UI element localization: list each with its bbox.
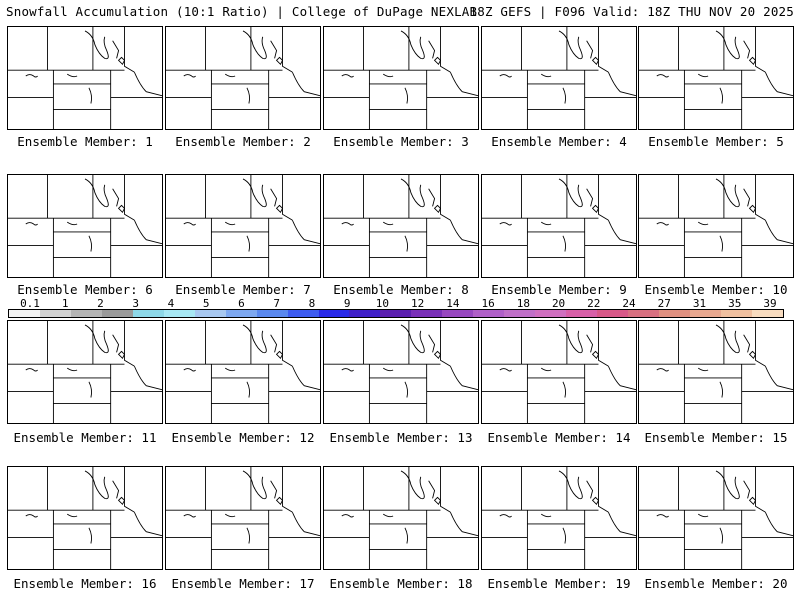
ensemble-member-label: Ensemble Member: 18: [329, 576, 473, 591]
ensemble-member-label: Ensemble Member: 11: [13, 430, 157, 445]
colorbar-swatch: [318, 310, 350, 317]
ensemble-map-8: [323, 174, 479, 278]
ensemble-member-label: Ensemble Member: 2: [175, 134, 311, 149]
ensemble-map-15: [638, 320, 794, 424]
colorbar-swatch: [225, 310, 257, 317]
ensemble-map-18: [323, 466, 479, 570]
colorbar-swatch: [194, 310, 226, 317]
colorbar-tick-label: 24: [622, 297, 636, 310]
colorbar-tick-label: 9: [343, 297, 351, 310]
map-title: Snowfall Accumulation (10:1 Ratio) | Col…: [6, 4, 478, 19]
colorbar-tick-label: 1: [61, 297, 69, 310]
ensemble-map-9: [481, 174, 637, 278]
colorbar-swatch: [473, 310, 505, 317]
ensemble-member-label: Ensemble Member: 13: [329, 430, 473, 445]
ensemble-member-label: Ensemble Member: 14: [487, 430, 631, 445]
snowfall-colorbar: [8, 309, 784, 318]
colorbar-tick-label: 8: [308, 297, 316, 310]
ensemble-map-19: [481, 466, 637, 570]
colorbar-swatch: [442, 310, 474, 317]
ensemble-map-12: [165, 320, 321, 424]
ensemble-member-label: Ensemble Member: 16: [13, 576, 157, 591]
ensemble-map-6: [7, 174, 163, 278]
colorbar-swatch: [751, 310, 783, 317]
colorbar-tick-label: 18: [516, 297, 530, 310]
ensemble-member-label: Ensemble Member: 10: [644, 282, 788, 297]
ensemble-map-2: [165, 26, 321, 130]
colorbar-swatch: [380, 310, 412, 317]
colorbar-swatch: [256, 310, 288, 317]
ensemble-map-10: [638, 174, 794, 278]
colorbar-swatch: [9, 310, 40, 317]
colorbar-tick-label: 6: [238, 297, 245, 310]
ensemble-map-5: [638, 26, 794, 130]
ensemble-map-3: [323, 26, 479, 130]
colorbar-swatch: [689, 310, 721, 317]
colorbar-tick-label: 35: [728, 297, 742, 310]
ensemble-member-label: Ensemble Member: 20: [644, 576, 788, 591]
colorbar-tick-label: 39: [763, 297, 777, 310]
ensemble-map-1: [7, 26, 163, 130]
ensemble-map-7: [165, 174, 321, 278]
colorbar-tick-label: 14: [446, 297, 460, 310]
colorbar-swatch: [566, 310, 598, 317]
colorbar-tick-label: 31: [692, 297, 707, 310]
colorbar-swatch: [287, 310, 319, 317]
colorbar-swatch: [70, 310, 102, 317]
ensemble-member-label: Ensemble Member: 9: [491, 282, 627, 297]
colorbar-tick-label: 10: [375, 297, 389, 310]
ensemble-member-label: Ensemble Member: 17: [171, 576, 315, 591]
colorbar-swatch: [39, 310, 71, 317]
colorbar-tick-label: 0.1: [20, 297, 40, 310]
ensemble-member-label: Ensemble Member: 6: [17, 282, 153, 297]
ensemble-member-label: Ensemble Member: 7: [175, 282, 311, 297]
colorbar-tick-label: 4: [167, 297, 175, 310]
colorbar-tick-label: 3: [132, 297, 140, 310]
ensemble-map-11: [7, 320, 163, 424]
colorbar-swatch: [132, 310, 164, 317]
colorbar-swatch: [659, 310, 690, 317]
colorbar-swatch: [101, 310, 133, 317]
model-run-info: 18Z GEFS | F096 Valid: 18Z THU NOV 20 20…: [469, 4, 794, 19]
ensemble-map-13: [323, 320, 479, 424]
ensemble-member-label: Ensemble Member: 5: [648, 134, 784, 149]
ensemble-map-4: [481, 26, 637, 130]
ensemble-map-17: [165, 466, 321, 570]
colorbar-swatch: [163, 310, 195, 317]
ensemble-map-20: [638, 466, 794, 570]
colorbar-swatch: [504, 310, 536, 317]
colorbar-swatch: [411, 310, 443, 317]
ensemble-member-label: Ensemble Member: 12: [171, 430, 315, 445]
ensemble-map-14: [481, 320, 637, 424]
colorbar-tick-label: 27: [657, 297, 671, 310]
ensemble-member-label: Ensemble Member: 4: [491, 134, 627, 149]
colorbar-tick-label: 12: [410, 297, 425, 310]
colorbar-swatch: [349, 310, 381, 317]
colorbar-tick-label: 2: [97, 297, 104, 310]
ensemble-member-label: Ensemble Member: 1: [17, 134, 153, 149]
colorbar-swatch: [720, 310, 752, 317]
colorbar-swatch: [628, 310, 660, 317]
ensemble-member-label: Ensemble Member: 15: [644, 430, 788, 445]
colorbar-swatch: [535, 310, 567, 317]
colorbar-swatch: [597, 310, 629, 317]
ensemble-member-label: Ensemble Member: 8: [333, 282, 469, 297]
ensemble-map-16: [7, 466, 163, 570]
ensemble-member-label: Ensemble Member: 19: [487, 576, 631, 591]
colorbar-tick-label: 7: [273, 297, 280, 310]
colorbar-tick-label: 20: [551, 297, 566, 310]
colorbar-tick-label: 16: [481, 297, 495, 310]
colorbar-tick-label: 22: [587, 297, 601, 310]
ensemble-member-label: Ensemble Member: 3: [333, 134, 469, 149]
colorbar-tick-label: 5: [202, 297, 210, 310]
